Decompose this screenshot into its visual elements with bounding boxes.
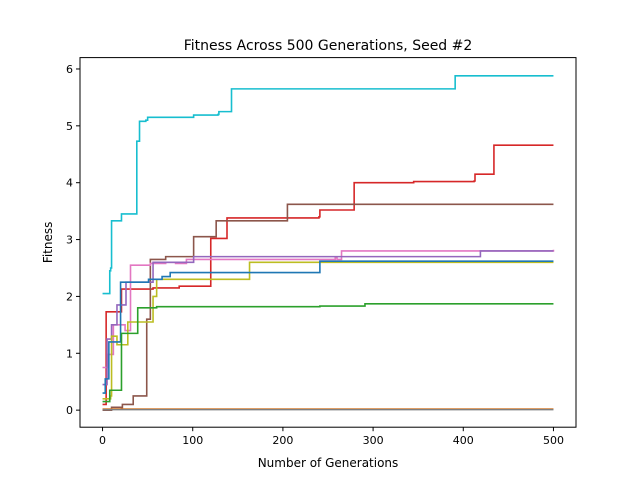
y-tick-label: 5 <box>66 120 73 133</box>
x-tick-label: 500 <box>543 434 564 447</box>
series-line-7 <box>102 260 554 394</box>
x-tick-label: 100 <box>182 434 203 447</box>
y-tick-label: 0 <box>66 404 73 417</box>
series-line-6 <box>102 261 554 400</box>
y-tick-label: 2 <box>66 290 73 303</box>
x-tick-label: 200 <box>272 434 293 447</box>
x-axis-ticks: 0 100 200 300 400 500 <box>99 427 564 447</box>
x-axis-label: Number of Generations <box>258 456 399 470</box>
plot-frame <box>79 57 577 428</box>
y-tick-label: 6 <box>66 63 73 76</box>
series-lines <box>102 75 555 411</box>
y-tick-label: 3 <box>66 234 73 247</box>
y-axis-label: Fitness <box>41 222 55 264</box>
x-tick-label: 300 <box>363 434 384 447</box>
series-line-3 <box>102 203 554 411</box>
x-tick-label: 400 <box>453 434 474 447</box>
series-line-5 <box>102 250 554 386</box>
chart-title: Fitness Across 500 Generations, Seed #2 <box>184 38 473 54</box>
series-line-1 <box>102 75 554 295</box>
series-line-4 <box>102 249 555 369</box>
y-axis-ticks: 0 1 2 3 4 5 6 <box>66 63 80 417</box>
series-line-8 <box>102 303 554 403</box>
x-tick-label: 0 <box>99 434 106 447</box>
y-tick-label: 4 <box>66 177 73 190</box>
y-tick-label: 1 <box>66 347 73 360</box>
series-line-2 <box>102 144 554 406</box>
